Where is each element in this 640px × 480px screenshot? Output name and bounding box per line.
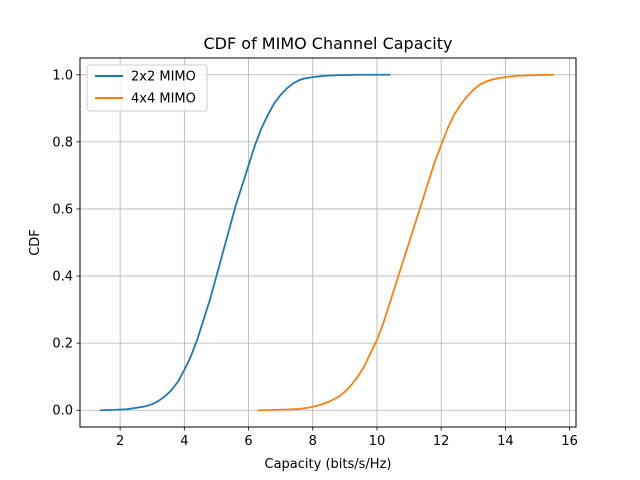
ticks: 2 4 6 8 10 12 14 16 0.0 0.2 0.4 0.6 0.8 1.0	[52, 68, 578, 449]
series-line-4x4-mimo	[257, 73, 555, 412]
y-tick-label: 1.0	[52, 68, 73, 83]
series-group	[99, 73, 555, 412]
y-tick-label: 0.6	[52, 202, 73, 217]
legend: 2x2 MIMO 4x4 MIMO	[86, 64, 208, 112]
x-tick-label: 8	[309, 434, 317, 449]
y-tick-label: 0.8	[52, 135, 73, 150]
x-tick-label: 16	[561, 434, 578, 449]
y-tick-label: 0.4	[52, 270, 73, 285]
x-tick-label: 10	[369, 434, 386, 449]
x-tick-label: 12	[433, 434, 450, 449]
x-tick-label: 6	[244, 434, 252, 449]
chart-title: CDF of MIMO Channel Capacity	[204, 34, 453, 53]
plot-frame	[79, 57, 577, 428]
y-tick-label: 0.2	[52, 337, 73, 352]
y-axis-label: CDF	[28, 229, 43, 256]
series-line-2x2-mimo	[99, 73, 391, 412]
y-tick-label: 0.0	[52, 404, 73, 419]
legend-label-4x4: 4x4 MIMO	[131, 92, 196, 107]
legend-label-2x2: 2x2 MIMO	[131, 70, 196, 85]
x-tick-label: 14	[497, 434, 514, 449]
x-axis-label: Capacity (bits/s/Hz)	[265, 457, 392, 472]
x-tick-label: 2	[116, 434, 124, 449]
x-tick-label: 4	[180, 434, 188, 449]
